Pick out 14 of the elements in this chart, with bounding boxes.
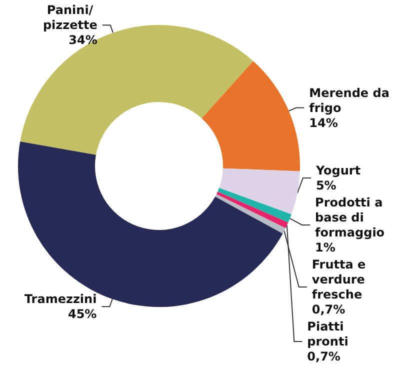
slice-label: Piatti pronti	[307, 320, 348, 348]
data-label: 14%	[309, 116, 338, 130]
slice-label: Prodotti a base di formaggio	[315, 196, 387, 240]
slice-label: Tramezzini	[24, 292, 97, 306]
data-label: 0,7%	[307, 350, 340, 364]
slice-label: Panini/ pizzette	[42, 3, 98, 32]
data-label: 0,7%	[312, 302, 346, 316]
data-label: 45%	[68, 307, 97, 322]
data-label: 34%	[68, 33, 98, 48]
slice-label: Merende da frigo	[309, 86, 394, 115]
data-label: 5%	[316, 178, 336, 192]
slice-label: Frutta e verdure fresche	[312, 258, 370, 302]
slice-label: Yogurt	[314, 164, 361, 178]
data-label: 1%	[315, 240, 336, 254]
